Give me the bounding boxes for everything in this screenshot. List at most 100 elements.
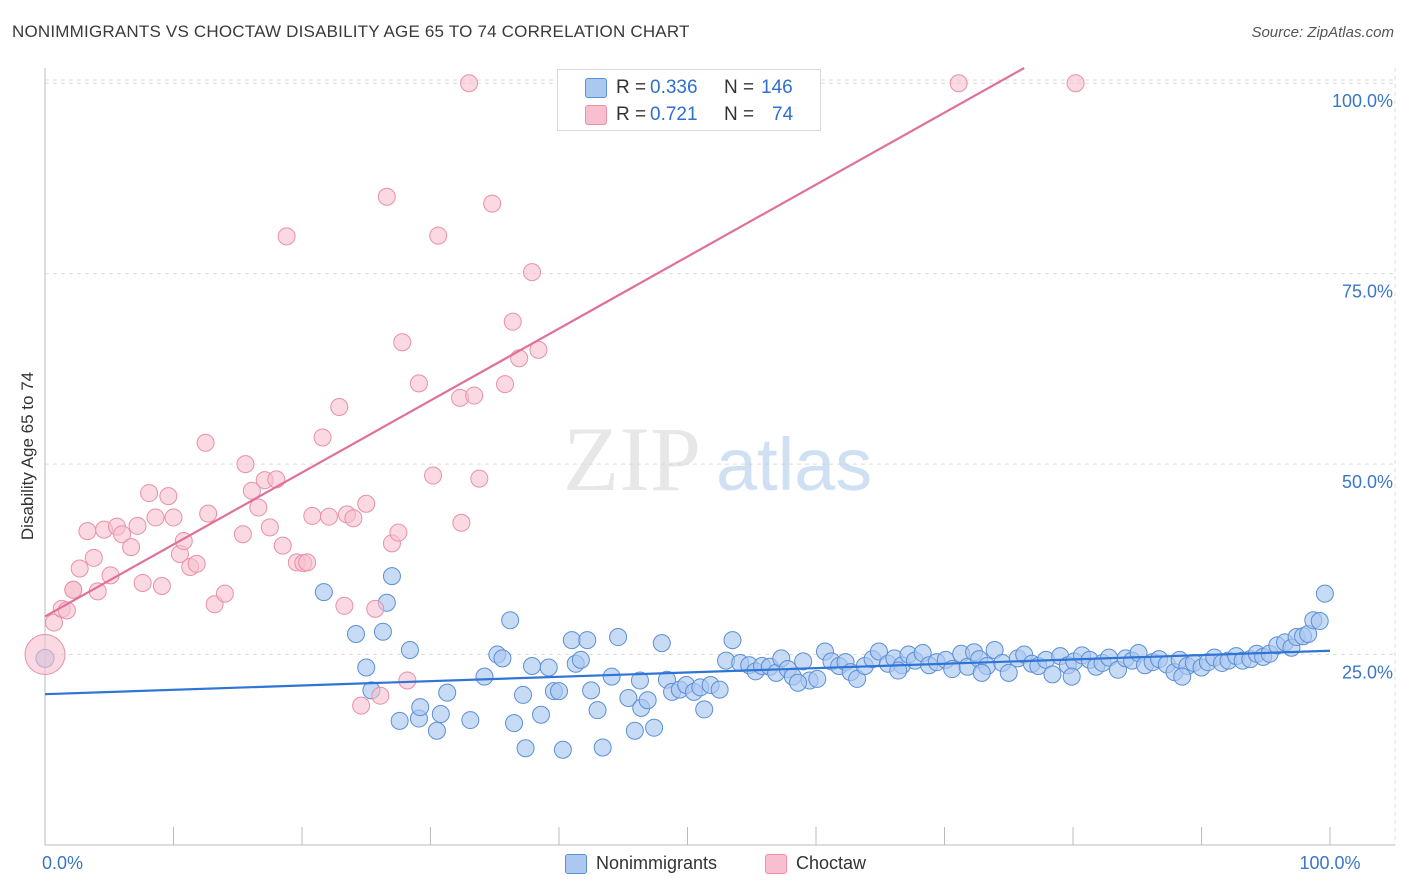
chart-title: NONIMMIGRANTS VS CHOCTAW DISABILITY AGE … (12, 22, 690, 41)
legend-n-value: 74 (772, 104, 794, 125)
data-point-choctaw (352, 696, 371, 715)
data-point-choctaw (24, 634, 66, 676)
data-point-choctaw (267, 470, 286, 489)
data-point-choctaw (140, 484, 159, 503)
data-point-nonimmigrants (1315, 584, 1334, 603)
y-tick-label: 100.0% (1332, 91, 1393, 111)
data-point-nonimmigrants (514, 685, 533, 704)
data-point-choctaw (277, 227, 296, 246)
legend-swatch-choctaw (585, 105, 607, 125)
data-point-choctaw (236, 455, 255, 474)
data-point-choctaw (335, 596, 354, 615)
y-axis-label: Disability Age 65 to 74 (18, 371, 37, 541)
data-point-choctaw (133, 573, 152, 592)
data-point-choctaw (313, 428, 332, 447)
data-point-choctaw (70, 559, 89, 578)
legend-label-nonimmigrants: Nonimmigrants (596, 853, 718, 873)
data-point-choctaw (949, 74, 968, 93)
data-point-nonimmigrants (652, 634, 671, 653)
data-point-nonimmigrants (1062, 667, 1081, 686)
data-point-nonimmigrants (972, 663, 991, 682)
legend-n-label: N = (724, 77, 755, 98)
data-point-nonimmigrants (493, 649, 512, 668)
data-point-nonimmigrants (461, 711, 480, 730)
data-point-nonimmigrants (869, 642, 888, 661)
data-point-nonimmigrants (1310, 612, 1329, 631)
data-point-nonimmigrants (539, 658, 558, 677)
data-point-choctaw (78, 522, 97, 541)
data-point-nonimmigrants (411, 698, 430, 717)
data-point-nonimmigrants (553, 740, 572, 759)
data-point-nonimmigrants (710, 680, 729, 699)
trend-line-nonimmigrants (44, 649, 1331, 696)
data-point-nonimmigrants (314, 583, 333, 602)
data-point-choctaw (122, 538, 141, 557)
source-credit: Source: ZipAtlas.com (1251, 24, 1394, 41)
data-point-nonimmigrants (723, 631, 742, 650)
data-point-nonimmigrants (373, 622, 392, 641)
data-point-nonimmigrants (582, 681, 601, 700)
data-point-choctaw (429, 226, 448, 245)
data-point-choctaw (330, 397, 349, 416)
data-point-choctaw (199, 504, 218, 523)
data-point-nonimmigrants (1043, 665, 1062, 684)
data-point-nonimmigrants (571, 650, 590, 669)
data-point-nonimmigrants (578, 631, 597, 650)
data-point-nonimmigrants (794, 652, 813, 671)
data-point-nonimmigrants (609, 628, 628, 647)
data-point-choctaw (113, 525, 132, 544)
data-point-choctaw (273, 536, 292, 555)
data-point-choctaw (409, 374, 428, 393)
data-point-choctaw (366, 599, 385, 618)
data-point-choctaw (371, 686, 390, 705)
trend-line-choctaw (44, 67, 1025, 618)
data-point-choctaw (503, 312, 522, 331)
data-point-choctaw (44, 613, 63, 632)
data-point-nonimmigrants (619, 688, 638, 707)
data-point-choctaw (196, 433, 215, 452)
axes (44, 68, 1395, 846)
data-point-nonimmigrants (523, 656, 542, 675)
data-point-nonimmigrants (357, 658, 376, 677)
data-point-nonimmigrants (382, 567, 401, 586)
watermark-atlas: atlas (716, 423, 872, 506)
data-point-choctaw (159, 487, 178, 506)
data-point-nonimmigrants (505, 714, 524, 733)
data-point-choctaw (242, 481, 261, 500)
data-point-nonimmigrants (475, 667, 494, 686)
data-point-choctaw (470, 469, 489, 488)
data-point-choctaw (496, 375, 515, 394)
data-point-nonimmigrants (516, 739, 535, 758)
data-point-choctaw (398, 671, 417, 690)
data-point-nonimmigrants (593, 738, 612, 757)
data-point-nonimmigrants (808, 669, 827, 688)
legend-n-label: N = (724, 104, 755, 125)
legend-row-choctaw: R = 0.721 N = 74 (558, 102, 820, 128)
data-point-nonimmigrants (630, 671, 649, 690)
data-point-choctaw (260, 518, 279, 537)
watermark: ZIP atlas (563, 408, 872, 510)
data-point-nonimmigrants (390, 711, 409, 730)
data-point-nonimmigrants (999, 663, 1018, 682)
legend-n-value: 146 (761, 77, 793, 98)
data-point-nonimmigrants (501, 611, 520, 630)
data-point-choctaw (152, 577, 171, 595)
legend-label-choctaw: Choctaw (796, 853, 867, 873)
legend-r-value: 0.336 (650, 77, 698, 98)
data-point-choctaw (298, 553, 317, 572)
x-tick-label: 100.0% (1299, 853, 1360, 873)
data-point-nonimmigrants (1173, 667, 1192, 686)
legend-row-nonimmigrants: R = 0.336 N = 146 (558, 75, 820, 101)
trend-lines (44, 67, 1331, 696)
data-point-choctaw (233, 525, 252, 544)
data-point-nonimmigrants (645, 718, 664, 737)
data-point-choctaw (510, 349, 529, 368)
data-point-choctaw (377, 187, 396, 206)
data-point-choctaw (215, 584, 234, 603)
data-point-choctaw (319, 507, 338, 526)
data-point-nonimmigrants (588, 701, 607, 720)
watermark-zip: ZIP (563, 408, 701, 510)
data-point-choctaw (249, 498, 268, 517)
legend-r-label: R = (616, 104, 647, 125)
